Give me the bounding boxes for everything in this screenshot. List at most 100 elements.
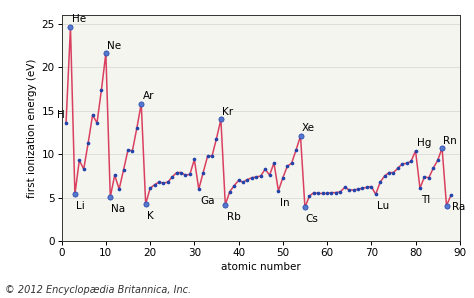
Point [160,181,167,185]
Text: H: H [57,110,65,120]
Point [204,154,211,159]
Point [350,188,357,193]
Point [155,180,163,184]
Point [80,167,88,171]
Point [425,176,433,180]
Text: K: K [146,211,153,221]
Point [71,192,79,197]
Point [394,166,401,170]
Text: In: In [280,198,289,208]
Point [151,182,158,187]
Point [367,184,375,189]
Text: Hg: Hg [417,138,431,148]
Point [438,146,446,150]
Point [248,176,255,180]
Point [182,173,189,178]
Point [314,191,322,196]
Point [323,191,331,196]
Point [239,180,247,184]
Text: Lu: Lu [377,201,389,211]
Point [434,158,441,163]
Point [230,183,238,188]
Point [133,126,141,131]
Point [297,134,304,138]
Point [429,166,437,170]
Point [146,186,154,191]
Point [62,120,70,125]
Point [270,161,278,165]
Point [359,186,366,191]
Point [420,175,428,179]
Point [173,170,181,175]
Point [292,148,300,152]
Point [195,187,202,192]
Point [208,154,216,159]
Point [354,187,362,192]
Text: Tl: Tl [421,195,430,205]
Point [67,25,74,30]
Point [213,136,220,141]
Point [301,205,309,210]
Point [177,170,185,175]
Point [98,87,105,92]
Point [279,176,287,180]
Point [332,190,340,195]
Point [346,188,353,193]
Point [186,172,194,177]
Point [168,175,176,179]
Point [306,194,313,198]
Point [111,173,118,178]
Point [328,190,335,195]
Point [376,180,384,184]
Point [407,159,415,164]
Text: Ga: Ga [200,196,215,206]
Point [75,158,83,163]
Point [261,167,269,171]
Point [337,189,344,194]
Text: Na: Na [111,204,125,214]
Point [447,193,455,198]
Point [89,113,96,117]
Point [443,203,450,208]
Text: Xe: Xe [302,123,315,134]
Point [142,201,149,206]
Point [191,157,198,162]
Point [416,186,424,191]
Point [93,120,101,125]
Point [283,164,291,169]
Point [390,170,397,175]
Text: He: He [72,15,86,24]
Point [385,170,393,175]
Point [257,174,264,179]
Text: Ne: Ne [107,41,121,51]
Point [381,174,388,179]
Point [120,167,128,172]
X-axis label: atomic number: atomic number [221,263,301,272]
Text: Li: Li [76,201,84,211]
Text: Ra: Ra [452,202,465,212]
Text: Rb: Rb [227,212,240,222]
Point [274,188,282,193]
Text: © 2012 Encyclopædia Britannica, Inc.: © 2012 Encyclopædia Britannica, Inc. [5,285,191,295]
Point [253,175,260,179]
Point [107,195,114,199]
Point [128,148,136,153]
Point [84,141,92,145]
Text: Rn: Rn [443,136,457,145]
Point [221,202,229,207]
Point [217,117,225,122]
Text: Kr: Kr [222,107,233,117]
Point [137,101,145,106]
Point [363,185,371,190]
Point [226,189,234,194]
Point [412,148,419,153]
Y-axis label: first ionization energy (eV): first ionization energy (eV) [27,58,37,198]
Point [310,190,318,195]
Point [244,177,251,182]
Point [288,161,295,165]
Point [372,192,380,197]
Point [235,178,242,183]
Text: Cs: Cs [306,214,319,224]
Point [341,185,348,190]
Point [200,170,207,175]
